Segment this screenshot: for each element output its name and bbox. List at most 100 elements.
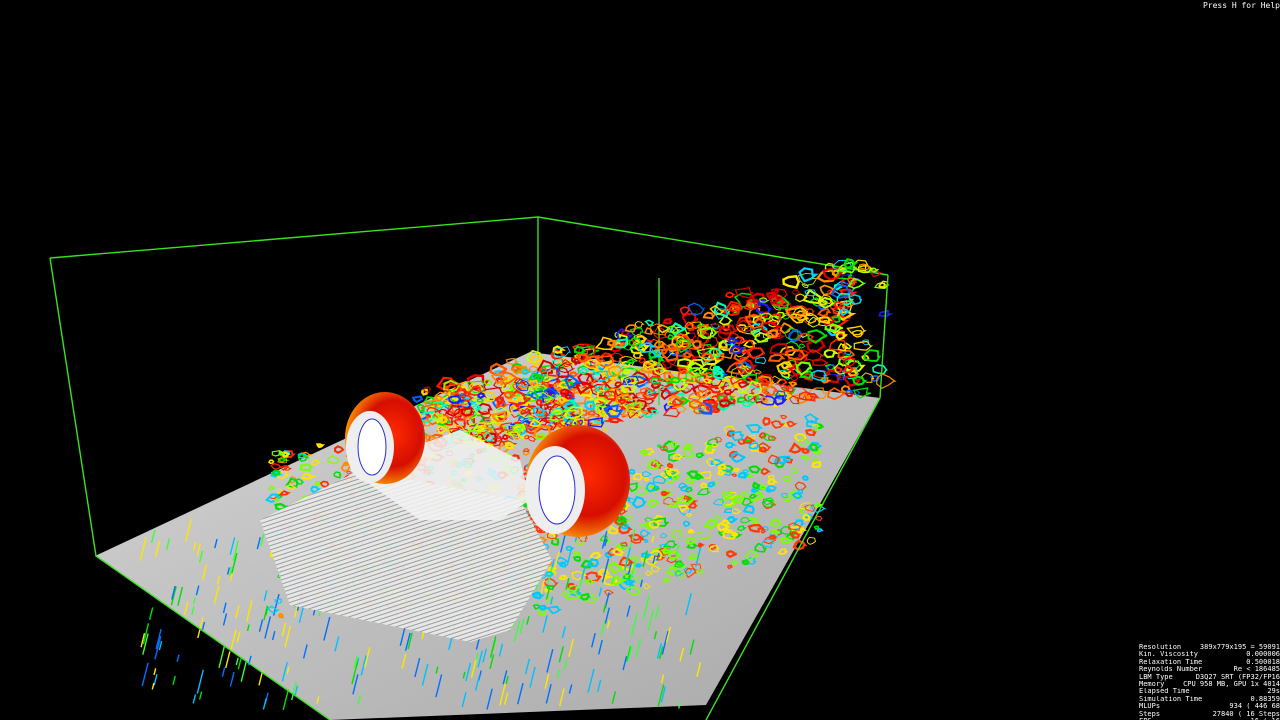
floor-streak: [486, 688, 493, 710]
floor-streak: [183, 601, 189, 615]
vortex-blob: [633, 351, 644, 359]
vortex-blob: [639, 387, 656, 397]
vortex-blob: [606, 525, 619, 535]
vortex-blob: [538, 608, 547, 616]
vortex-blob: [504, 441, 517, 450]
floor-streak: [568, 684, 573, 694]
vortex-blob: [712, 365, 721, 372]
tire-rear-left: [345, 392, 425, 484]
floor-streak: [631, 528, 636, 541]
vortex-blob: [807, 329, 828, 344]
vortex-blob: [574, 381, 596, 395]
vortex-blob: [434, 391, 452, 403]
vortex-blob: [598, 568, 610, 577]
vortex-blob: [818, 316, 833, 325]
vortex-blob: [683, 567, 693, 574]
vortex-blob: [813, 525, 820, 531]
vortex-blob: [464, 408, 481, 421]
vortex-blob: [790, 467, 799, 474]
vortex-blob: [710, 458, 725, 466]
vortex-blob: [436, 425, 449, 434]
vortex-blob: [845, 357, 862, 369]
vortex-blob: [773, 395, 788, 406]
vortex-blob: [811, 369, 828, 382]
vortex-blob: [472, 405, 483, 412]
vortex-blob: [500, 371, 520, 386]
vortex-blob: [460, 394, 475, 402]
stat-label: MLUPs: [1139, 703, 1161, 711]
floor-streak: [545, 585, 551, 600]
vortex-blob: [876, 373, 897, 390]
vortex-blob: [533, 373, 545, 383]
vortex-blob: [667, 549, 682, 561]
vortex-blob: [274, 497, 281, 502]
vortex-blob: [594, 355, 617, 368]
vortex-blob: [278, 450, 286, 456]
vortex-blob: [815, 269, 840, 283]
vortex-blob: [805, 349, 825, 362]
stat-label: LBM Type: [1139, 673, 1173, 681]
vortex-blob: [565, 545, 575, 552]
vortex-blob: [726, 331, 744, 345]
stat-row: Elapsed Time 29s: [1139, 688, 1280, 695]
vortex-blob: [761, 433, 775, 441]
vortex-blob: [490, 410, 508, 423]
vortex-blob: [416, 403, 426, 412]
vortex-blob: [675, 338, 694, 354]
vortex-blob: [788, 366, 803, 376]
stat-value: 0.000006: [1246, 651, 1280, 659]
floor-streak: [198, 550, 204, 563]
vortex-blob: [280, 465, 289, 471]
floor-streak: [611, 691, 617, 704]
floor-streak: [221, 667, 226, 677]
vortex-blob: [791, 491, 803, 500]
vortex-blob: [560, 393, 576, 403]
vortex-blob: [682, 520, 692, 527]
vortex-blob: [652, 475, 668, 484]
vortex-blob: [518, 395, 536, 405]
floor-streak: [674, 544, 680, 559]
floor-streak: [499, 682, 507, 706]
vortex-blob: [858, 263, 871, 271]
vortex-blob: [727, 516, 739, 524]
vortex-blob: [646, 459, 661, 470]
floor-streak: [353, 655, 359, 669]
vortex-blob: [770, 288, 780, 295]
vortex-blob: [589, 551, 603, 560]
floor-streak: [229, 671, 235, 687]
vortex-blob: [736, 317, 754, 329]
vortex-blob: [806, 339, 827, 354]
vortex-blob: [773, 455, 788, 465]
vortex-blob: [801, 513, 811, 521]
floor-streak: [291, 681, 297, 701]
floor-streak: [260, 533, 265, 547]
floor-streak: [651, 535, 655, 543]
floor-streak: [225, 651, 231, 669]
vortex-blob: [624, 377, 639, 388]
vortex-blob: [519, 406, 534, 419]
vortex-blob: [687, 302, 706, 316]
vortex-blob: [653, 462, 665, 469]
vortex-blob: [789, 395, 800, 405]
bounding-box-front: [49, 257, 889, 720]
floor-streak: [678, 701, 682, 709]
floor-streak: [470, 659, 477, 678]
floor-streak: [477, 650, 483, 668]
floor-streak: [235, 605, 240, 619]
vortex-blob: [768, 435, 777, 441]
vortex-blob: [271, 449, 281, 457]
floor-streak: [465, 662, 472, 682]
floor-streak: [184, 519, 192, 542]
vortex-blob: [271, 469, 281, 476]
floor-streak: [559, 688, 565, 707]
floor-streak: [191, 606, 195, 615]
vortex-blob: [748, 493, 759, 500]
floor-streak: [141, 662, 149, 687]
vortex-blob: [615, 360, 629, 369]
vortex-blob: [558, 396, 570, 405]
vortex-blob: [747, 394, 760, 404]
vortex-blob: [674, 570, 685, 578]
vortex-blob: [829, 323, 844, 334]
